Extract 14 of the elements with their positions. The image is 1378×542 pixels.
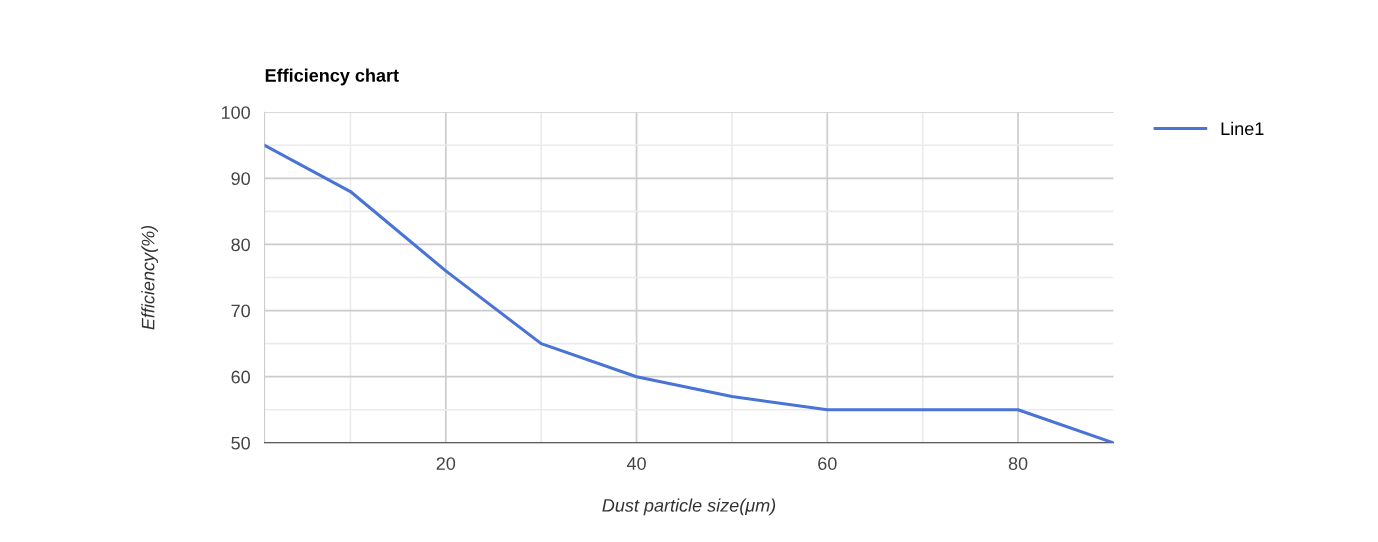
chart-title: Efficiency chart — [265, 68, 399, 86]
x-tick-label: 60 — [818, 457, 837, 470]
y-tick-label: 50 — [231, 436, 250, 450]
y-tick-label: 70 — [231, 304, 250, 318]
y-axis-title: Efficiency(%) — [141, 225, 159, 330]
y-tick-label: 80 — [231, 238, 250, 252]
legend-label: Line1 — [1221, 121, 1264, 136]
x-tick-label: 20 — [436, 457, 456, 470]
x-tick-label: 40 — [626, 457, 646, 470]
y-tick-label: 100 — [221, 106, 250, 119]
y-tick-label: 90 — [231, 172, 250, 186]
x-tick-label: 80 — [1008, 457, 1028, 470]
y-tick-label: 60 — [231, 370, 250, 384]
x-axis-title: Dust particle size(μm) — [602, 498, 776, 516]
